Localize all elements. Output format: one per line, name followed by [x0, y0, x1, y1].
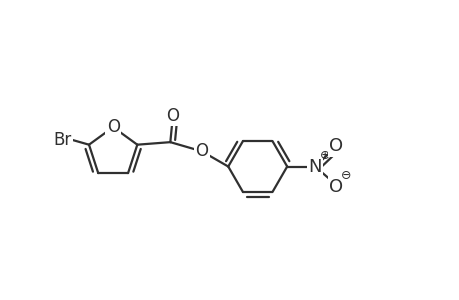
Text: ⊖: ⊖ — [340, 169, 351, 182]
Text: Br: Br — [53, 130, 72, 148]
Text: ⊕: ⊕ — [319, 149, 329, 162]
Text: O: O — [329, 137, 343, 155]
Text: O: O — [166, 107, 179, 125]
Text: N: N — [308, 158, 321, 175]
Text: O: O — [106, 118, 119, 136]
Text: O: O — [329, 178, 343, 196]
Text: O: O — [195, 142, 208, 160]
